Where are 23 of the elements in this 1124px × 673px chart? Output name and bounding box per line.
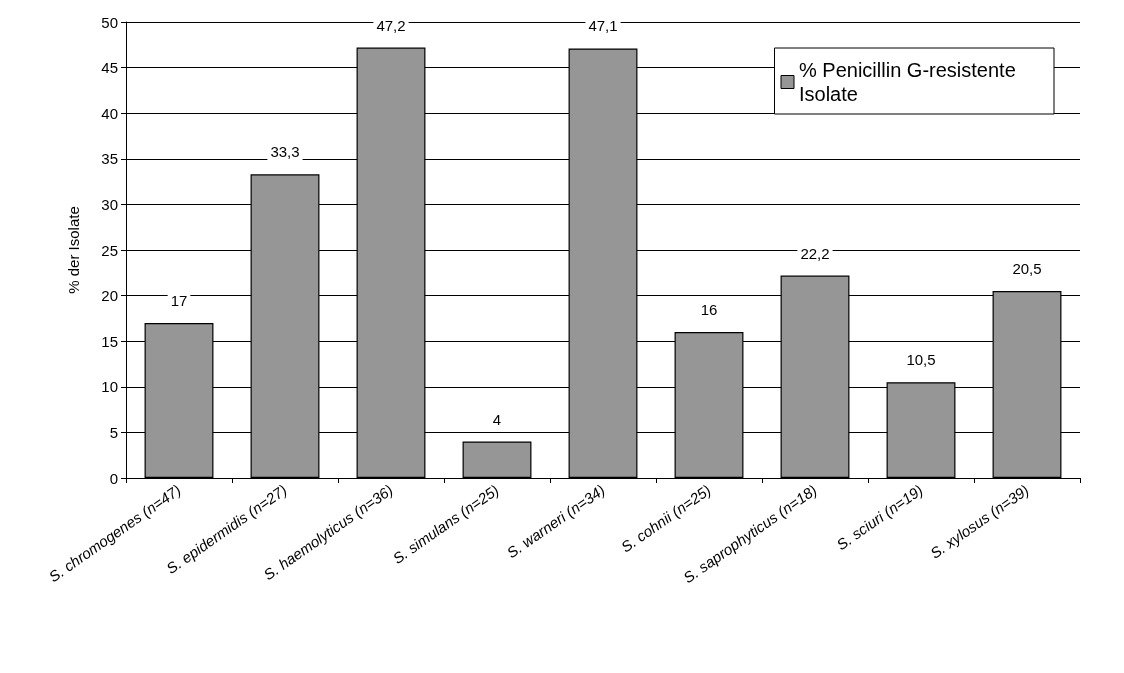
y-tick-label: 20 <box>101 287 118 305</box>
data-label: 10,5 <box>906 351 936 369</box>
y-tick-label: 45 <box>101 59 118 77</box>
y-tick-label: 50 <box>101 13 118 31</box>
data-label: 22,2 <box>800 244 830 262</box>
y-tick-label: 25 <box>101 241 118 259</box>
y-tick-label: 15 <box>101 332 118 350</box>
data-label: 4 <box>492 410 502 428</box>
y-axis-title: % der Isolate <box>65 206 82 294</box>
y-tick-label: 5 <box>109 423 118 441</box>
y-tick-label: 30 <box>101 195 118 213</box>
y-tick-label: 10 <box>101 378 118 396</box>
data-label: 33,3 <box>270 143 300 161</box>
y-tick-label: 0 <box>109 469 118 487</box>
data-label: 17 <box>170 291 188 309</box>
data-label: 47,1 <box>588 17 618 35</box>
bar <box>462 441 532 478</box>
y-tick-label: 40 <box>101 104 118 122</box>
data-label: 16 <box>700 301 718 319</box>
data-label: 47,2 <box>376 16 406 34</box>
data-label: 20,5 <box>1012 260 1042 278</box>
y-tick-label: 35 <box>101 150 118 168</box>
legend-label: % Penicillin G-resistente Isolate <box>799 59 1022 105</box>
